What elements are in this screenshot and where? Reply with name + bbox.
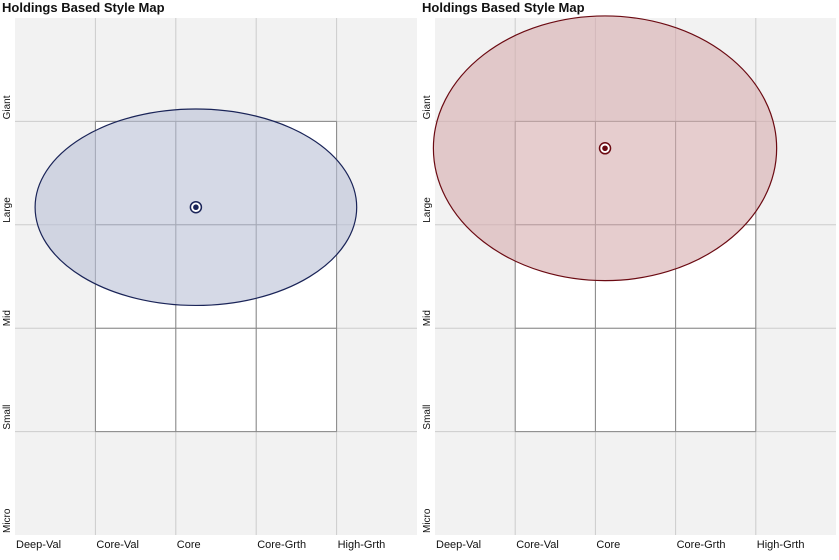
y-tick-label: Giant: [422, 95, 433, 119]
y-tick-label: Mid: [422, 310, 433, 326]
x-tick-label: Core: [596, 539, 620, 551]
x-tick-label: High-Grth: [338, 539, 386, 551]
x-tick-label: Core-Val: [96, 539, 139, 551]
x-tick-label: Core-Grth: [677, 539, 726, 551]
x-tick-label: Core: [177, 539, 201, 551]
x-tick-label: Deep-Val: [436, 539, 481, 551]
x-tick-label: Core-Val: [516, 539, 559, 551]
chart-title: Holdings Based Style Map: [422, 0, 585, 15]
y-tick-label: Micro: [422, 508, 433, 533]
x-tick-label: Core-Grth: [257, 539, 306, 551]
style-map-panel-1: Holdings Based Style Map Deep-Val Core-Va…: [2, 0, 417, 551]
y-tick-label: Micro: [2, 508, 13, 533]
style-map-chart: Deep-Val Core-Val Core Core-Grth High-Grth Mi…: [2, 18, 417, 551]
centroid-marker-dot: [602, 145, 608, 152]
y-tick-label: Small: [422, 405, 433, 430]
y-tick-label: Giant: [2, 95, 13, 119]
chart-title: Holdings Based Style Map: [2, 0, 165, 15]
y-tick-label: Large: [2, 197, 13, 223]
y-tick-label: Mid: [2, 310, 13, 326]
style-map-chart: Deep-Val Core-Val Core Core-Grth High-Grth Mi…: [422, 15, 836, 551]
x-tick-label: High-Grth: [757, 539, 805, 551]
x-tick-label: Deep-Val: [16, 539, 61, 551]
centroid-marker-dot: [193, 204, 199, 211]
y-tick-label: Small: [2, 405, 13, 430]
y-tick-label: Large: [422, 197, 433, 223]
style-map-panel-2: Holdings Based Style Map Deep-Val Core-Va…: [420, 0, 839, 560]
